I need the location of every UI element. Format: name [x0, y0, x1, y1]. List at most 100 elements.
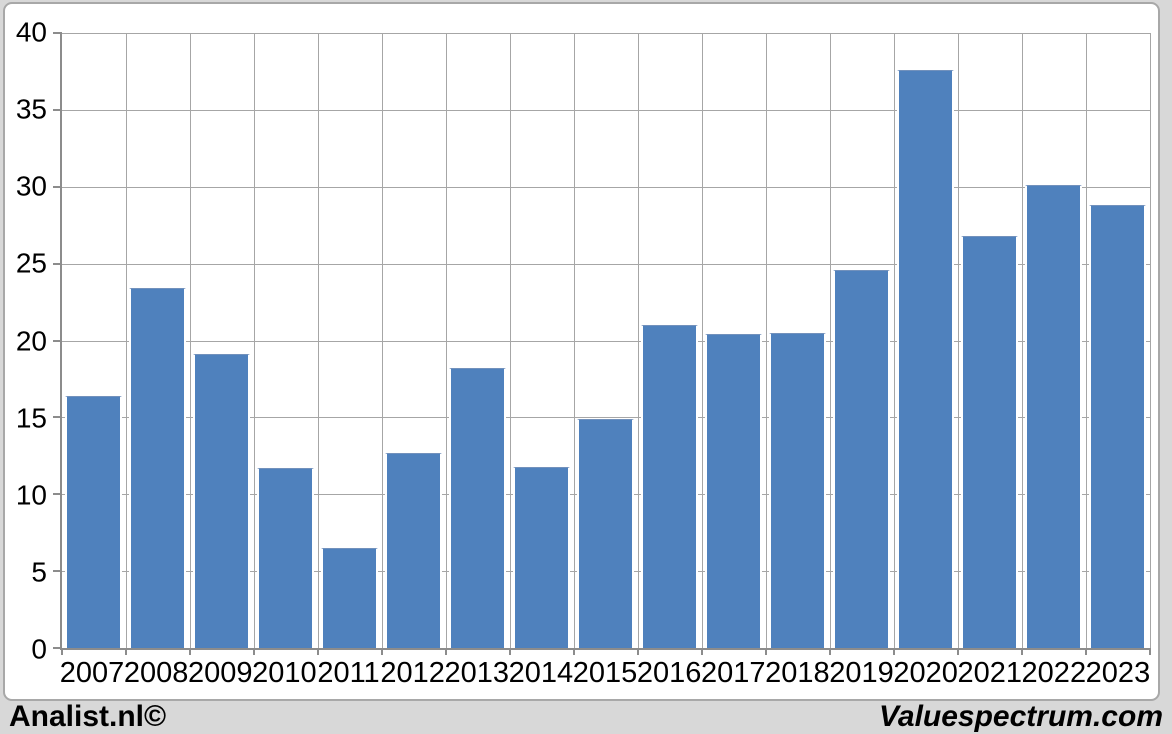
y-axis-tick-label: 10 — [15, 479, 47, 511]
x-axis-tick — [829, 648, 831, 655]
bar-2014 — [513, 466, 570, 648]
x-axis-tick — [893, 648, 895, 655]
x-axis-tick — [381, 648, 383, 655]
x-axis-tick — [957, 648, 959, 655]
bar-2019 — [832, 269, 890, 648]
x-axis-tick — [317, 648, 319, 655]
horizontal-gridline — [62, 33, 1150, 34]
vertical-gridline — [382, 33, 383, 648]
x-axis-tick — [509, 648, 511, 655]
y-axis-tick-label: 40 — [15, 16, 47, 48]
analist-credit: Analist.nl© — [9, 700, 167, 733]
y-axis-tick — [53, 32, 62, 34]
y-axis-tick-label: 5 — [31, 556, 47, 588]
vertical-gridline — [254, 33, 255, 648]
bar-2018 — [768, 332, 826, 648]
vertical-gridline — [190, 33, 191, 648]
x-axis-tick-label: 2014 — [508, 657, 574, 689]
vertical-gridline — [702, 33, 703, 648]
vertical-gridline — [446, 33, 447, 648]
y-axis-tick — [53, 493, 62, 496]
y-axis-labels: 0 5 10 15 20 25 30 35 40 — [0, 16, 47, 664]
x-axis-tick — [1021, 648, 1023, 655]
y-axis-tick — [53, 570, 62, 573]
y-axis-tick — [53, 647, 62, 649]
x-axis-tick — [701, 648, 703, 655]
bar-2012 — [384, 452, 442, 648]
x-axis-tick — [1149, 648, 1151, 655]
x-axis-tick-label: 2007 — [59, 657, 125, 689]
x-axis-tick-label: 2022 — [1021, 657, 1087, 689]
x-axis-tick-label: 2008 — [123, 657, 189, 689]
vertical-gridline — [1150, 33, 1151, 648]
x-axis-tick-label: 2021 — [957, 657, 1022, 689]
y-axis-tick-label: 15 — [15, 401, 47, 433]
bar-2013 — [448, 368, 506, 648]
y-axis-tick — [53, 185, 62, 188]
x-axis-tick-label: 2013 — [444, 657, 510, 689]
bar-2009 — [193, 354, 250, 648]
bar-2017 — [704, 334, 762, 648]
x-axis-tick — [189, 648, 191, 655]
horizontal-gridline — [62, 417, 1150, 419]
x-axis-tick-label: 2017 — [700, 657, 766, 689]
y-axis-tick-label: 20 — [15, 324, 47, 356]
y-axis-tick-label: 0 — [31, 633, 47, 665]
horizontal-gridline — [62, 186, 1150, 188]
vertical-gridline — [638, 33, 639, 648]
bar-2016 — [641, 325, 698, 648]
bar-2007 — [65, 395, 122, 648]
bar-2011 — [321, 548, 378, 648]
vertical-gridline — [318, 33, 319, 648]
y-axis-tick-label: 35 — [15, 93, 47, 125]
x-axis-tick — [125, 648, 127, 655]
horizontal-gridline — [62, 109, 1150, 111]
vertical-gridline — [510, 33, 511, 648]
x-axis-tick-label: 2016 — [636, 657, 702, 689]
bar-2015 — [577, 418, 634, 648]
x-axis-tick-label: 2020 — [893, 657, 958, 689]
bar-2021 — [961, 235, 1018, 648]
bar-2023 — [1089, 205, 1146, 648]
plot-area — [53, 32, 1151, 655]
x-axis-tick-label: 2012 — [380, 657, 445, 689]
x-axis-tick — [765, 648, 767, 655]
vertical-gridline — [1022, 33, 1023, 648]
vertical-gridline — [830, 33, 831, 648]
y-axis-tick — [53, 416, 62, 419]
x-axis-tick-label: 2015 — [572, 657, 638, 689]
x-axis-tick-label: 2010 — [252, 657, 317, 689]
x-axis-tick — [637, 648, 639, 655]
horizontal-gridline — [62, 263, 1150, 265]
y-axis-tick-label: 30 — [15, 170, 47, 202]
x-axis-tick-label: 2009 — [188, 657, 253, 689]
valuespectrum-credit: Valuespectrum.com — [879, 700, 1163, 733]
x-axis-tick-label: 2023 — [1085, 657, 1151, 689]
vertical-gridline — [574, 33, 575, 648]
x-axis-tick-label: 2019 — [829, 657, 894, 689]
bar-2008 — [129, 288, 186, 648]
x-axis-tick — [445, 648, 447, 655]
y-axis-tick-label: 25 — [15, 247, 47, 279]
vertical-gridline — [958, 33, 959, 648]
x-axis-labels: 2007 2008 2009 2010 2011 2012 2013 2014 2015 2016… — [60, 657, 1150, 693]
bar-2010 — [256, 468, 314, 648]
y-axis-tick — [53, 108, 62, 111]
credits-bar: Analist.nl© Valuespectrum.com — [0, 700, 1172, 734]
x-axis-tick — [573, 648, 575, 655]
x-axis-tick — [1085, 648, 1087, 655]
x-axis-tick — [253, 648, 255, 655]
bar-2022 — [1024, 185, 1082, 648]
x-axis-tick — [61, 648, 63, 655]
y-axis-tick — [53, 262, 62, 265]
x-axis-tick-label: 2018 — [765, 657, 830, 689]
vertical-gridline — [126, 33, 127, 648]
vertical-gridline — [1086, 33, 1087, 648]
x-axis-tick-label: 2011 — [317, 657, 380, 689]
y-axis-tick — [53, 339, 62, 342]
vertical-gridline — [894, 33, 895, 648]
bar-2020 — [897, 69, 954, 648]
horizontal-gridline — [62, 340, 1150, 342]
vertical-gridline — [766, 33, 767, 648]
